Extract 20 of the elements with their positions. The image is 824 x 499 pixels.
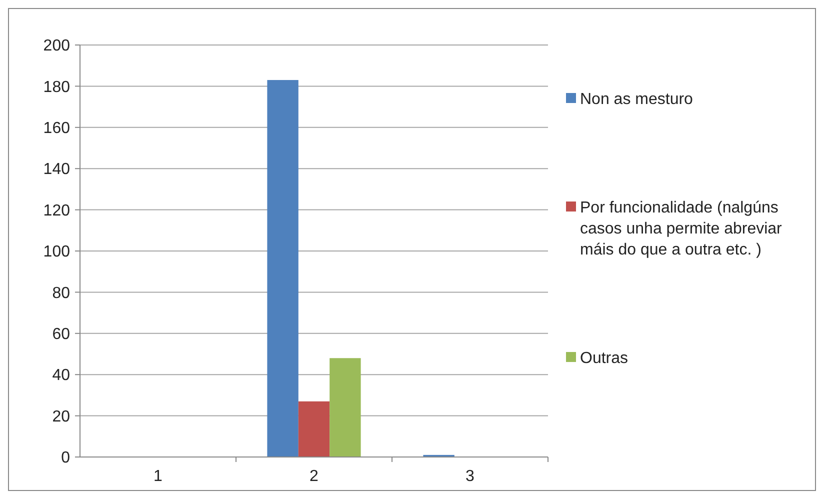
y-tick-label: 120 [43,202,70,220]
y-tick-label: 20 [52,408,70,426]
x-tick-label: 2 [310,468,319,485]
y-tick-label: 140 [43,161,70,178]
y-tick-label: 60 [52,326,70,343]
bar [267,80,298,457]
bar [298,401,330,457]
y-tick-label: 40 [52,367,70,384]
y-tick-label: 0 [61,450,70,467]
legend-label: Outras [580,350,628,367]
bar [330,358,361,457]
legend-label: Por funcionalidade (nalgúns casos unha permite abreviar máis do que a outra etc. ) [580,200,783,258]
y-tick-label: 80 [52,284,70,302]
y-tick-label: 160 [43,120,70,137]
y-tick-label: 180 [43,78,70,96]
y-tick-label: 200 [43,38,70,55]
y-tick-label: 100 [43,244,70,261]
x-tick-label: 1 [154,468,163,485]
x-tick-label: 3 [466,468,475,485]
legend-label: Non as mesturo [580,91,694,108]
